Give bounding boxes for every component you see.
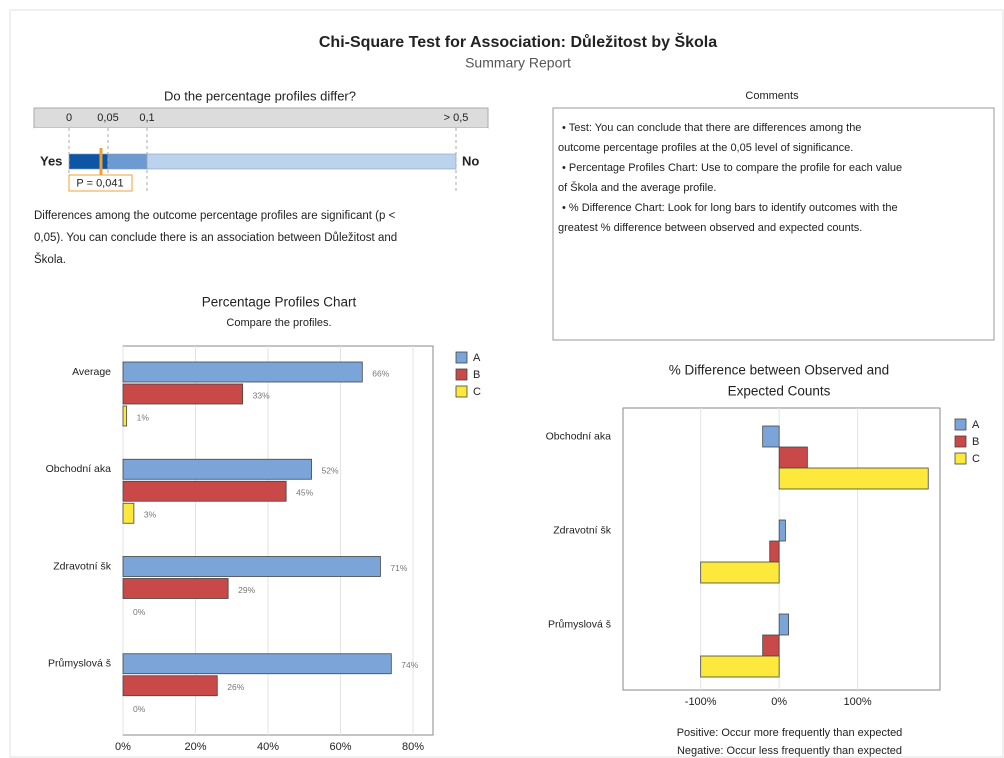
legend-label: C [972, 453, 980, 465]
legend-swatch [455, 385, 468, 398]
value-label: 3% [144, 510, 157, 520]
y-tick-label: Průmyslová š [48, 658, 111, 670]
x-tick-label: 0% [115, 741, 131, 753]
pvalue-tick-label: 0,05 [97, 112, 118, 124]
value-label: 29% [238, 585, 255, 595]
value-label: 66% [372, 368, 389, 378]
comment-line: • % Difference Chart: Look for long bars… [562, 202, 898, 214]
bar [122, 578, 229, 599]
value-label: 0% [133, 607, 146, 617]
bar [122, 405, 128, 427]
bar [700, 655, 780, 678]
chart-note: Positive: Occur more frequently than exp… [677, 727, 903, 739]
chart-subtitle: Compare the profiles. [226, 317, 331, 329]
comment-line: greatest % difference between observed a… [558, 222, 862, 234]
pvalue-label: P = 0,041 [76, 177, 123, 189]
bar [700, 561, 780, 584]
bar [122, 675, 218, 697]
y-tick-label: Obchodní aka [46, 463, 112, 475]
no-label: No [462, 153, 479, 168]
report-title: Chi-Square Test for Association: Důležit… [319, 32, 717, 51]
conclusion-line: Škola. [34, 253, 66, 266]
legend-label: A [972, 419, 980, 431]
x-tick-label: 0% [771, 696, 787, 708]
bar [122, 653, 392, 675]
x-tick-label: 20% [184, 741, 206, 753]
conclusion-line: Differences among the outcome percentage… [34, 210, 396, 222]
bar [122, 383, 244, 405]
comment-line: outcome percentage profiles at the 0,05 … [558, 142, 853, 154]
bar [769, 540, 780, 563]
bar [122, 556, 381, 577]
pvalue-label-box [68, 174, 133, 192]
value-label: 74% [401, 660, 418, 670]
pvalue-zone [146, 153, 457, 170]
value-label: 1% [137, 412, 150, 422]
legend-swatch [954, 418, 967, 431]
legend-label: B [473, 369, 480, 381]
pvalue-tick-label: > 0,5 [444, 112, 469, 124]
x-tick-label: 40% [257, 741, 279, 753]
bar [122, 458, 312, 480]
x-tick-label: 100% [844, 696, 872, 708]
chart-title: Percentage Profiles Chart [202, 295, 357, 310]
bar [122, 480, 287, 502]
bar [762, 634, 780, 657]
pvalue-zone [107, 153, 148, 170]
x-tick-label: 80% [402, 741, 424, 753]
legend-label: A [473, 352, 481, 364]
y-tick-label: Average [72, 366, 111, 378]
conclusion-line: 0,05). You can conclude there is an asso… [34, 232, 397, 244]
chart-note: Negative: Occur less frequently than exp… [677, 745, 902, 757]
report-subtitle: Summary Report [465, 55, 571, 71]
y-tick-label: Obchodní aka [546, 430, 612, 442]
value-label: 0% [133, 704, 146, 714]
comments-title: Comments [745, 90, 799, 102]
value-label: 52% [322, 466, 339, 476]
y-tick-label: Zdravotní šk [553, 524, 612, 536]
bar [122, 361, 363, 383]
pvalue-title: Do the percentage profiles differ? [164, 88, 356, 103]
chart-title: % Difference between Observed and [669, 363, 889, 378]
x-tick-label: 60% [330, 741, 352, 753]
legend-swatch [954, 452, 967, 465]
page-border [9, 9, 1004, 758]
bar [122, 502, 135, 524]
x-tick-label: -100% [685, 696, 717, 708]
legend-swatch [455, 368, 468, 381]
comment-line: of Škola and the average profile. [558, 181, 716, 194]
pvalue-tick-label: 0 [66, 112, 72, 124]
legend-label: C [473, 386, 481, 398]
y-tick-label: Zdravotní šk [53, 560, 112, 572]
y-tick-label: Průmyslová š [548, 618, 611, 630]
yes-label: Yes [40, 153, 62, 168]
comments-box [552, 107, 995, 341]
bar [778, 467, 929, 490]
bar [778, 446, 808, 469]
pvalue-tick-label: 0,1 [139, 112, 154, 124]
bar [778, 613, 789, 636]
value-label: 26% [227, 682, 244, 692]
value-label: 71% [390, 563, 407, 573]
chart-title: Expected Counts [728, 384, 831, 399]
comment-line: • Percentage Profiles Chart: Use to comp… [562, 162, 902, 174]
comment-line: • Test: You can conclude that there are … [562, 122, 861, 134]
bar [778, 519, 786, 542]
legend-label: B [972, 436, 979, 448]
bar [762, 425, 780, 448]
value-label: 45% [296, 488, 313, 498]
value-label: 33% [253, 390, 270, 400]
legend-swatch [954, 435, 967, 448]
legend-swatch [455, 351, 468, 364]
